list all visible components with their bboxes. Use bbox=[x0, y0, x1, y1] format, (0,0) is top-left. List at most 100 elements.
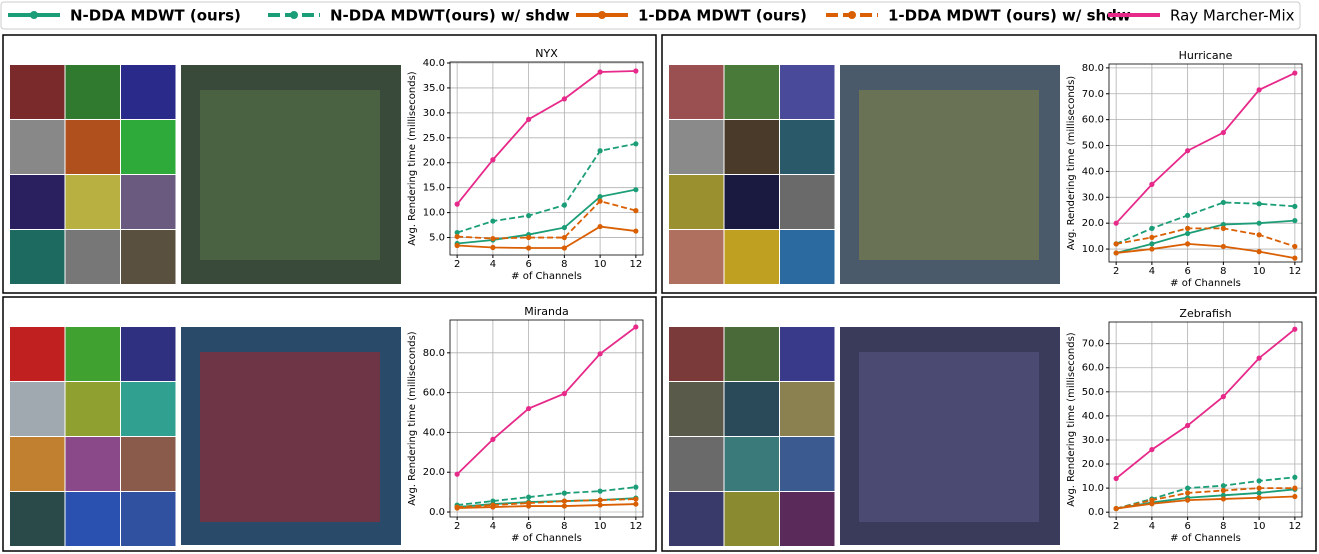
x-tick-label: 8 bbox=[561, 521, 567, 532]
series-line bbox=[457, 190, 636, 244]
y-tick-label: 60.0 bbox=[1082, 363, 1104, 374]
data-point bbox=[1257, 486, 1262, 491]
plot-frame bbox=[450, 320, 643, 517]
rendered-volume-detail bbox=[859, 90, 1039, 260]
data-point bbox=[562, 391, 567, 396]
x-tick-label: 4 bbox=[490, 521, 496, 532]
x-tick-label: 4 bbox=[1149, 521, 1155, 532]
x-tick-label: 12 bbox=[629, 521, 642, 532]
y-tick-label: 20.0 bbox=[423, 158, 445, 169]
data-point bbox=[1185, 423, 1190, 428]
data-point bbox=[526, 213, 531, 218]
y-tick-label: 20.0 bbox=[1082, 459, 1104, 470]
y-tick-label: 10.0 bbox=[1082, 483, 1104, 494]
y-tick-label: 0.0 bbox=[1088, 507, 1104, 518]
thumbnail-image bbox=[66, 120, 121, 174]
data-point bbox=[1221, 394, 1226, 399]
data-point bbox=[1257, 356, 1262, 361]
data-point bbox=[455, 504, 460, 509]
thumbnail-image bbox=[66, 230, 121, 284]
y-tick-label: 80.0 bbox=[1082, 63, 1104, 74]
thumbnail-image bbox=[669, 492, 724, 546]
data-point bbox=[1221, 483, 1226, 488]
thumbnail-image bbox=[725, 120, 780, 174]
thumbnail-image bbox=[669, 175, 724, 229]
y-tick-label: 60.0 bbox=[423, 388, 445, 399]
y-tick-label: 40.0 bbox=[1082, 166, 1104, 177]
data-point bbox=[633, 68, 638, 73]
data-point bbox=[1292, 244, 1297, 249]
thumbnail-image bbox=[121, 437, 176, 491]
y-axis-label: Avg. Rendering time (milliseconds) bbox=[1066, 332, 1077, 507]
chart-title: NYX bbox=[535, 47, 558, 60]
y-tick-label: 15.0 bbox=[423, 183, 445, 194]
thumbnail-image bbox=[780, 382, 835, 436]
data-point bbox=[1292, 494, 1297, 499]
data-point bbox=[1292, 218, 1297, 223]
thumbnail-image bbox=[725, 175, 780, 229]
data-point bbox=[633, 324, 638, 329]
data-point bbox=[1257, 249, 1262, 254]
series-line bbox=[457, 201, 636, 238]
rendered-volume-detail bbox=[859, 352, 1039, 522]
thumbnail-image bbox=[66, 492, 121, 546]
y-axis-label: Avg. Rendering time (milliseconds) bbox=[407, 331, 418, 506]
data-point bbox=[526, 245, 531, 250]
thumbnail-image bbox=[121, 327, 176, 381]
x-tick-label: 6 bbox=[525, 259, 531, 270]
series-line bbox=[1116, 228, 1295, 246]
data-point bbox=[1185, 226, 1190, 231]
rendered-volume-detail bbox=[200, 90, 380, 260]
x-tick-label: 8 bbox=[561, 259, 567, 270]
y-tick-label: 5.0 bbox=[429, 233, 445, 244]
data-point bbox=[1114, 506, 1119, 511]
x-tick-label: 8 bbox=[1220, 266, 1226, 277]
y-tick-label: 30.0 bbox=[1082, 192, 1104, 203]
data-point bbox=[1149, 235, 1154, 240]
x-tick-label: 4 bbox=[1149, 266, 1155, 277]
y-tick-label: 20.0 bbox=[423, 467, 445, 478]
chart-title: Zebrafish bbox=[1179, 307, 1231, 320]
y-tick-label: 20.0 bbox=[1082, 218, 1104, 229]
data-point bbox=[562, 96, 567, 101]
x-tick-label: 12 bbox=[1288, 521, 1301, 532]
data-point bbox=[598, 489, 603, 494]
thumbnail-image bbox=[121, 120, 176, 174]
y-tick-label: 10.0 bbox=[423, 208, 445, 219]
series-line bbox=[457, 327, 636, 474]
data-point bbox=[1221, 130, 1226, 135]
data-point bbox=[526, 406, 531, 411]
data-point bbox=[1114, 221, 1119, 226]
data-point bbox=[1257, 201, 1262, 206]
thumbnail-image bbox=[121, 492, 176, 546]
data-point bbox=[1292, 327, 1297, 332]
data-point bbox=[598, 224, 603, 229]
thumbnail-image bbox=[780, 65, 835, 119]
legend-marker bbox=[598, 11, 606, 19]
data-point bbox=[1221, 488, 1226, 493]
data-point bbox=[598, 69, 603, 74]
data-point bbox=[526, 235, 531, 240]
thumbnail-image bbox=[66, 65, 121, 119]
thumbnail-image bbox=[725, 437, 780, 491]
x-tick-label: 12 bbox=[629, 259, 642, 270]
data-point bbox=[490, 157, 495, 162]
x-tick-label: 6 bbox=[525, 521, 531, 532]
data-point bbox=[1292, 70, 1297, 75]
data-point bbox=[1257, 221, 1262, 226]
legend-label: N-DDA MDWT (ours) bbox=[70, 7, 241, 25]
y-tick-label: 40.0 bbox=[423, 58, 445, 69]
series-line bbox=[457, 144, 636, 233]
thumbnail-image bbox=[10, 327, 65, 381]
data-point bbox=[633, 208, 638, 213]
y-tick-label: 40.0 bbox=[423, 427, 445, 438]
data-point bbox=[633, 496, 638, 501]
thumbnail-image bbox=[669, 382, 724, 436]
thumbnail-image bbox=[669, 120, 724, 174]
data-point bbox=[562, 498, 567, 503]
y-tick-label: 50.0 bbox=[1082, 141, 1104, 152]
thumbnail-image bbox=[669, 327, 724, 381]
y-axis-label: Avg. Rendering time (milliseconds) bbox=[407, 71, 418, 246]
figure: N-DDA MDWT (ours)N-DDA MDWT(ours) w/ shd… bbox=[0, 0, 1319, 554]
data-point bbox=[1149, 246, 1154, 251]
